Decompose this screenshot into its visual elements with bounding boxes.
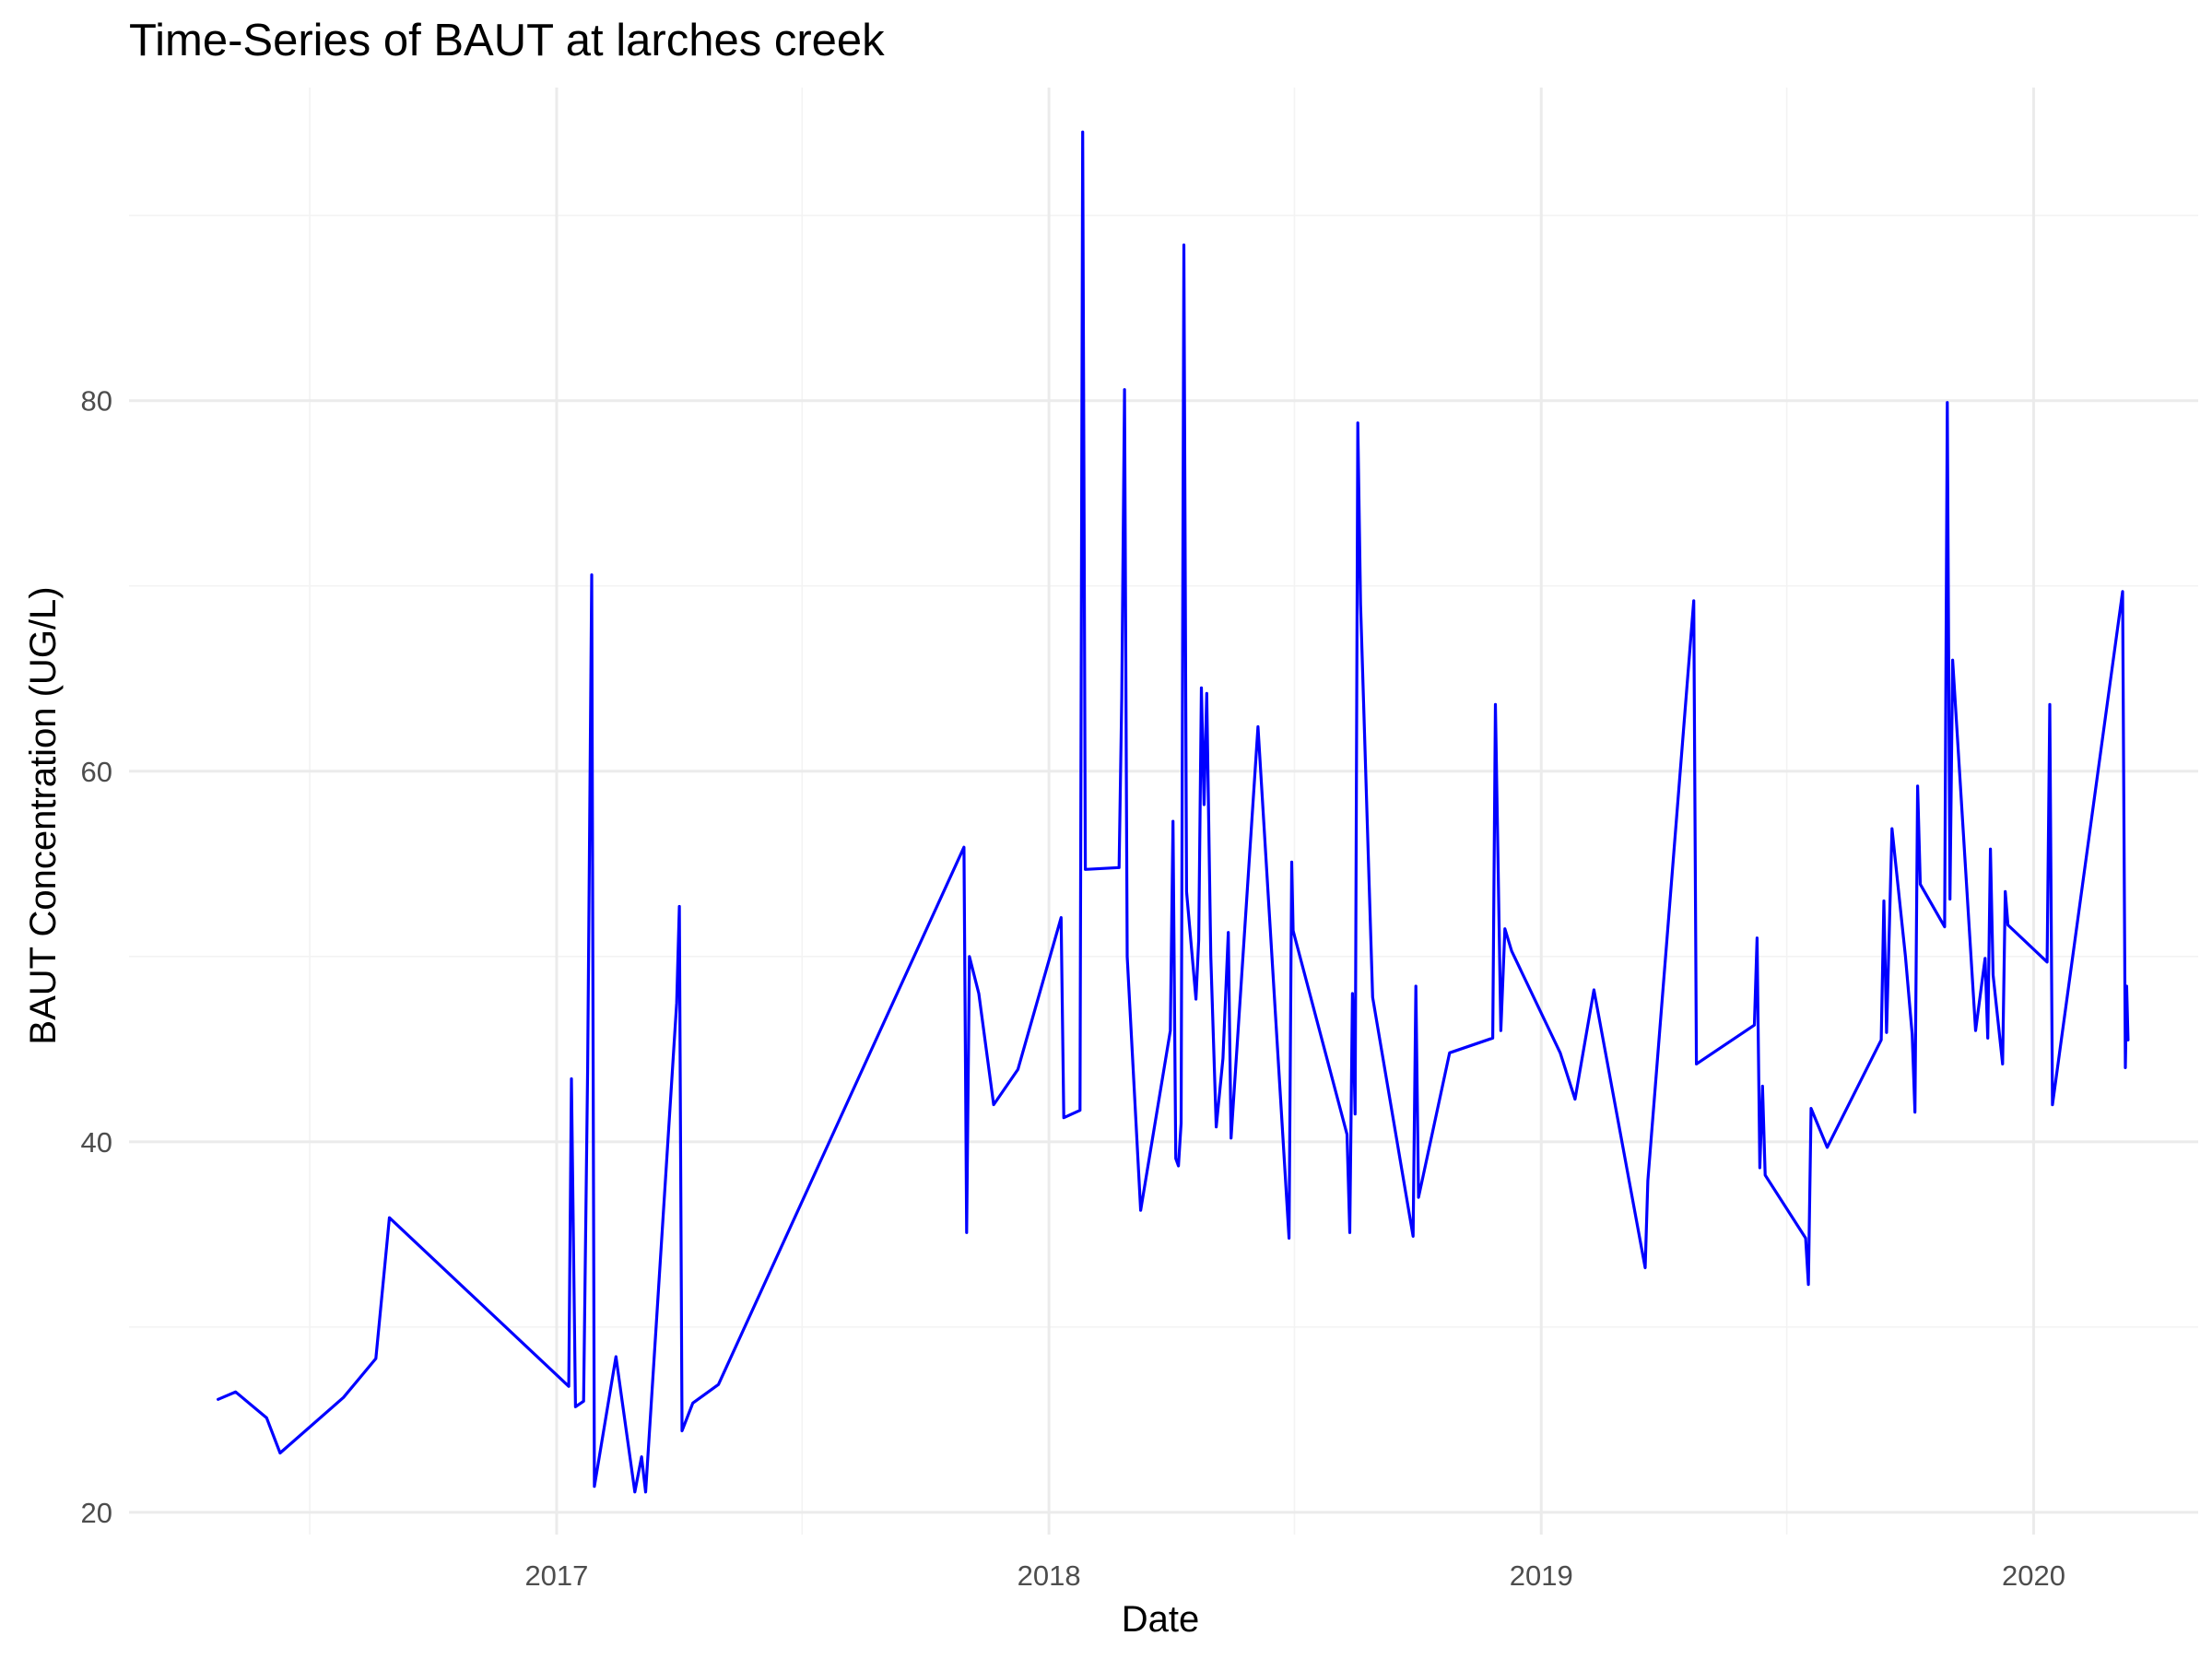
y-tick-label: 80 — [81, 385, 112, 418]
y-tick-label: 40 — [81, 1126, 112, 1159]
x-axis-title: Date — [1122, 1599, 1200, 1640]
minor-gridlines — [129, 88, 2198, 1535]
x-tick-label: 2019 — [1510, 1559, 1573, 1592]
x-tick-label: 2020 — [2002, 1559, 2065, 1592]
y-axis-title: BAUT Concentration (UG/L) — [23, 586, 64, 1044]
x-tick-label: 2018 — [1018, 1559, 1081, 1592]
major-gridlines — [129, 88, 2198, 1535]
chart-title: Time-Series of BAUT at larches creek — [129, 16, 885, 65]
x-axis-tick-labels: 2017 2018 2019 2020 — [524, 1559, 2065, 1592]
y-axis-tick-labels: 20 40 60 80 — [81, 385, 112, 1529]
y-tick-label: 20 — [81, 1497, 112, 1529]
series-layer — [217, 130, 2130, 1494]
x-tick-label: 2017 — [524, 1559, 588, 1592]
y-tick-label: 60 — [81, 756, 112, 788]
